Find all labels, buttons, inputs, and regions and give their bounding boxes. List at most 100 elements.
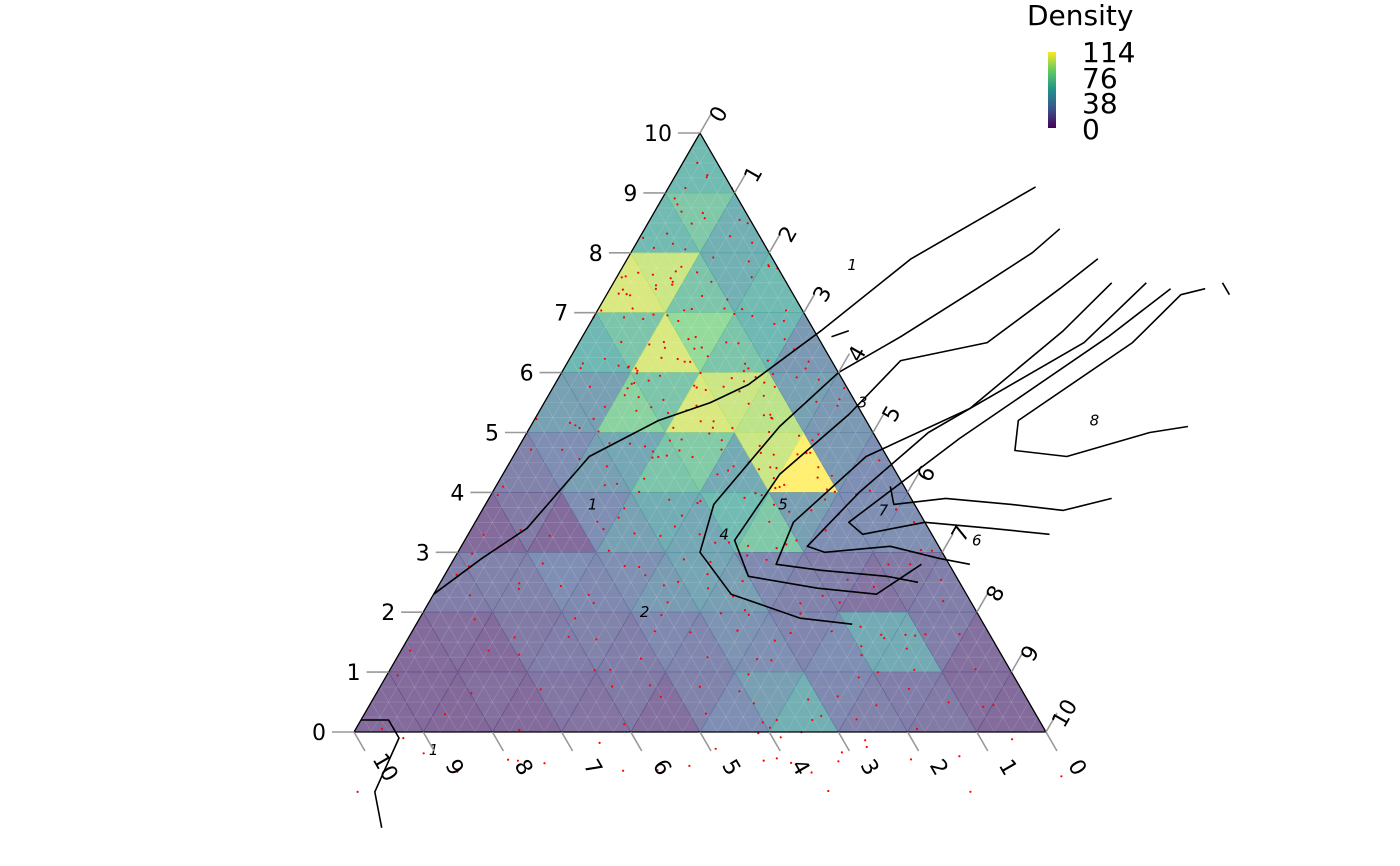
data-point (620, 340, 623, 344)
data-point (767, 264, 770, 267)
subgrid-line (388, 162, 718, 733)
data-point (904, 633, 907, 637)
data-point (487, 649, 490, 652)
data-point (762, 414, 766, 417)
subgrid-line (768, 492, 908, 733)
left-tick-label: 10 (644, 122, 672, 147)
data-point (579, 367, 582, 370)
data-point (651, 456, 654, 459)
data-point (659, 534, 662, 538)
subgrid-line (639, 237, 926, 733)
right-tick-label: 10 (1048, 695, 1084, 732)
data-point (807, 698, 810, 701)
right-tick (699, 113, 712, 134)
data-point (622, 769, 625, 772)
data-point (924, 633, 927, 636)
data-point (732, 465, 735, 468)
subgrid-line (872, 582, 960, 733)
bottom-tick-label: 8 (509, 755, 538, 780)
subgrid-line (647, 222, 943, 733)
bottom-tick (768, 731, 781, 752)
subgrid-lines (362, 147, 1038, 733)
data-point (720, 439, 723, 442)
subgrid-line (422, 612, 493, 733)
data-point (666, 601, 669, 604)
data-point (684, 186, 687, 190)
data-point (738, 390, 741, 393)
data-point (821, 594, 824, 597)
subgrid-line (370, 147, 709, 733)
left-tick-label: 2 (381, 601, 395, 626)
data-point (773, 385, 776, 388)
data-point (942, 600, 945, 603)
data-point (772, 477, 776, 480)
data-point (705, 176, 708, 179)
data-point (668, 439, 672, 442)
data-point (779, 736, 782, 739)
bottom-tick-label: 2 (924, 755, 953, 780)
contour-label: 1 (847, 256, 857, 274)
data-point (905, 647, 908, 650)
data-point (600, 309, 603, 312)
data-point (807, 360, 810, 363)
subgrid-line (621, 267, 891, 733)
data-point (680, 438, 683, 441)
data-point (738, 218, 741, 221)
data-point (727, 469, 730, 472)
subgrid-line (569, 357, 787, 733)
data-point (588, 385, 592, 388)
data-point (639, 657, 643, 660)
data-point (626, 387, 629, 390)
data-point (700, 346, 703, 349)
data-point (596, 520, 599, 523)
data-point (667, 411, 670, 415)
data-point (706, 573, 709, 576)
data-point (699, 500, 702, 503)
data-point (747, 260, 750, 263)
data-point (699, 371, 702, 375)
data-point (696, 161, 699, 164)
data-point (603, 484, 607, 487)
left-tick-label: 5 (485, 422, 499, 447)
data-point (761, 721, 764, 724)
subgrid-line (924, 626, 986, 733)
data-point (701, 211, 704, 215)
data-point (708, 432, 711, 435)
right-tick (733, 173, 747, 194)
subgrid-line (405, 641, 459, 733)
data-point (810, 771, 813, 774)
data-point (754, 376, 757, 379)
subgrid-line (682, 162, 1012, 733)
subgrid-line (500, 477, 649, 733)
contour-line-5 (806, 282, 1147, 566)
observation-points (356, 161, 1063, 794)
data-point (747, 613, 750, 617)
bottom-tick (976, 731, 989, 752)
left-tick-label: 7 (554, 302, 568, 327)
left-tick-label: 0 (312, 721, 326, 746)
data-point (662, 340, 666, 344)
legend-title: Density (1027, 0, 1133, 32)
data-point (864, 739, 867, 742)
bottom-tick-label: 0 (1062, 755, 1091, 780)
data-point (823, 498, 827, 501)
contour-line-1 (831, 329, 850, 338)
subgrid-line (613, 357, 831, 733)
data-point (743, 496, 746, 499)
data-point (746, 222, 749, 225)
subgrid-line (578, 327, 813, 733)
right-tick (872, 413, 885, 433)
data-point (690, 222, 693, 225)
data-point (857, 676, 860, 679)
contour-label: 4 (719, 525, 729, 543)
subgrid-line (552, 387, 753, 733)
subgrid-line (466, 537, 580, 733)
subgrid-line (1011, 701, 1030, 733)
subgrid-line (535, 417, 718, 733)
left-axis: 0 1 2 3 4 5 6 7 8 9 10 (312, 122, 700, 746)
data-point (744, 362, 747, 365)
data-point (496, 494, 499, 497)
data-point (783, 338, 786, 341)
bottom-tick-label: 4 (786, 755, 815, 780)
data-point (772, 503, 776, 506)
